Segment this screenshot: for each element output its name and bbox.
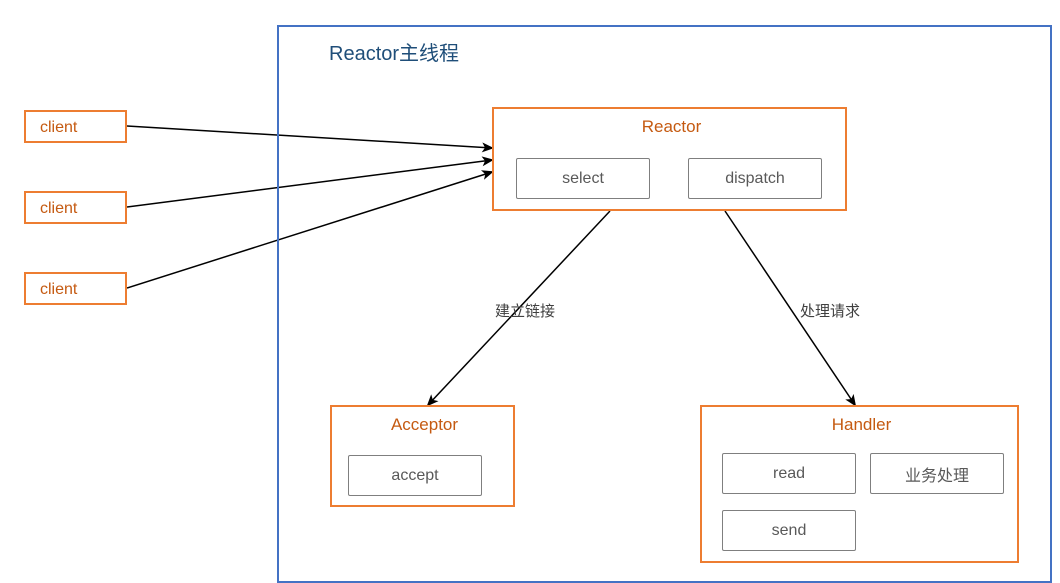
reactor-main-thread-title: Reactor主线程 [329,37,459,66]
edge-label-process-request: 处理请求 [800,300,860,321]
method-label: accept [391,467,438,485]
reactor-method-select: select [516,158,650,199]
method-label: read [773,465,805,483]
client-node-2: client [24,272,127,305]
acceptor-method-accept: accept [348,455,482,496]
handler-method-read: read [722,453,856,494]
handler-title: Handler [702,415,1021,435]
client-node-0: client [24,110,127,143]
method-label: send [772,522,807,540]
client-label: client [40,281,77,299]
reactor-method-dispatch: dispatch [688,158,822,199]
handler-method-bizproc: 业务处理 [870,453,1004,494]
reactor-title: Reactor [494,117,849,137]
client-node-1: client [24,191,127,224]
acceptor-title: Acceptor [332,415,517,435]
edge-label-establish-connection: 建立链接 [495,300,555,321]
method-label: dispatch [725,170,785,188]
client-label: client [40,119,77,137]
method-label: select [562,170,604,188]
handler-method-send: send [722,510,856,551]
client-label: client [40,200,77,218]
method-label: 业务处理 [905,462,969,486]
